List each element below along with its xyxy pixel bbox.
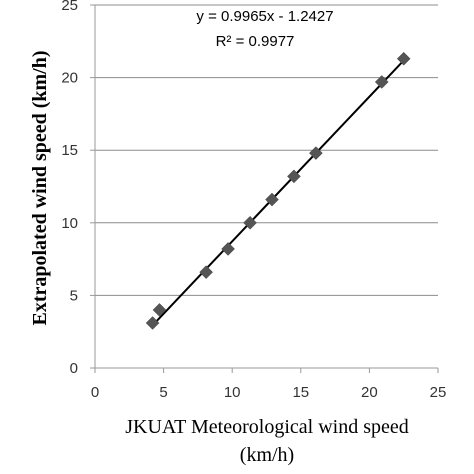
data-point-marker [265, 192, 279, 207]
y-tick-label: 15 [61, 142, 78, 159]
data-point-marker [374, 75, 389, 89]
y-tick-label: 25 [61, 0, 78, 14]
y-tick-label: 0 [70, 360, 78, 377]
x-tick-label: 5 [159, 384, 167, 401]
data-point-marker [243, 215, 257, 230]
y-axis-title: Extrapolated wind speed (km/h) [29, 50, 51, 325]
x-tick-label: 20 [361, 384, 378, 401]
x-axis-title-line1: JKUAT Meteorological wind speed [125, 416, 408, 438]
data-point-marker [396, 51, 411, 66]
y-tick-label: 10 [61, 215, 78, 232]
data-point-marker [152, 303, 167, 317]
x-tick-label: 0 [91, 384, 99, 401]
y-tick-label: 20 [61, 70, 78, 87]
data-points [145, 51, 411, 330]
data-point-marker [221, 242, 235, 256]
x-tick-label: 25 [430, 384, 447, 401]
data-point-marker [145, 316, 160, 330]
data-point-marker [287, 169, 301, 184]
data-point-marker [199, 265, 213, 280]
x-axis-title-line2: (km/h) [240, 444, 294, 466]
trendline-equation: y = 0.9965x - 1.2427 [196, 8, 333, 25]
data-point-marker [309, 146, 323, 160]
y-tick-labels: 0 5 10 15 20 25 [61, 0, 95, 377]
r-squared-label: R² = 0.9977 [216, 33, 295, 50]
trendline [151, 59, 405, 326]
y-tick-label: 5 [70, 287, 78, 304]
x-tick-label: 10 [224, 384, 241, 401]
x-tick-label: 15 [292, 384, 309, 401]
x-tick-labels: 0 5 10 15 20 25 [91, 368, 447, 401]
